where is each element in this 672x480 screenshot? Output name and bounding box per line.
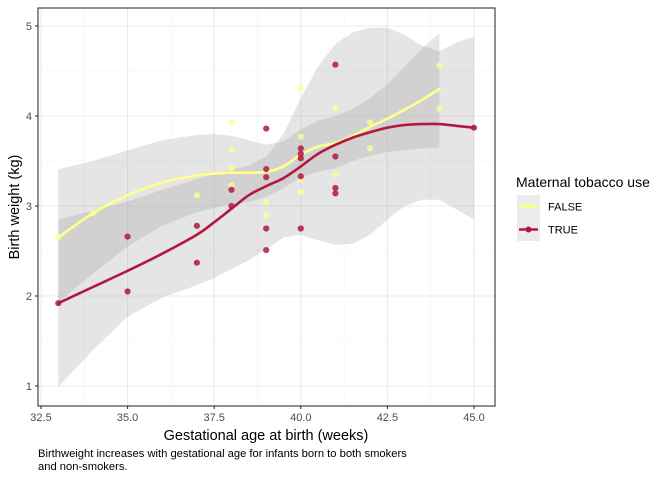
data-point-true — [297, 145, 304, 152]
figure-caption: Birthweight increases with gestational a… — [38, 448, 407, 473]
data-point-false — [297, 133, 304, 140]
x-tick-label: 37.5 — [203, 412, 224, 424]
x-tick-label: 40.0 — [290, 412, 311, 424]
data-point-false — [367, 145, 374, 152]
legend-title: Maternal tobacco use — [516, 174, 650, 190]
confidence-band-false — [58, 33, 440, 303]
data-point-true — [297, 173, 304, 180]
legend: Maternal tobacco use FALSE TRUE — [516, 174, 650, 241]
x-tick-label: 32.5 — [30, 412, 51, 424]
data-point-true — [228, 186, 235, 193]
data-point-true — [332, 190, 339, 197]
data-point-false — [228, 182, 235, 189]
data-point-false — [297, 189, 304, 196]
data-point-true — [55, 300, 62, 307]
data-point-true — [263, 166, 270, 173]
data-point-true — [124, 233, 131, 240]
legend-label-true: TRUE — [548, 225, 578, 237]
y-tick-label: 3 — [26, 201, 32, 213]
data-points — [55, 61, 478, 307]
data-point-false — [193, 192, 200, 199]
data-point-false — [436, 105, 443, 112]
x-tick-label: 42.5 — [377, 412, 398, 424]
confidence-band-true — [58, 27, 475, 387]
data-point-false — [332, 171, 339, 178]
data-point-false — [263, 199, 270, 206]
data-point-true — [193, 259, 200, 266]
legend-key-point-false — [525, 203, 532, 210]
y-axis-title: Birth weight (kg) — [7, 155, 23, 260]
y-tick-label: 1 — [26, 381, 32, 393]
x-axis-title: Gestational age at birth (weeks) — [164, 428, 369, 444]
data-point-false — [263, 211, 270, 219]
data-point-false — [297, 85, 304, 92]
data-point-false — [89, 210, 97, 217]
data-point-true — [297, 155, 304, 162]
data-point-false — [228, 146, 235, 153]
data-point-true — [263, 225, 270, 232]
data-point-true — [332, 184, 339, 192]
data-point-true — [470, 124, 478, 131]
x-axis: 32.5 35.0 37.5 40.0 42.5 45.0 — [30, 406, 485, 424]
smooth-lines — [57, 87, 476, 305]
plot-panel — [38, 8, 495, 406]
data-point-false — [367, 119, 374, 126]
data-point-true — [263, 247, 270, 254]
confidence-bands — [58, 27, 475, 387]
data-point-false — [228, 119, 235, 126]
legend-key-point-true — [525, 226, 532, 233]
data-point-true — [297, 225, 304, 232]
smooth-line-true — [57, 122, 476, 305]
legend-label-false: FALSE — [548, 202, 582, 214]
data-point-true — [332, 61, 339, 68]
data-point-true — [263, 125, 270, 132]
smooth-line-false — [57, 87, 441, 239]
data-point-true — [193, 222, 200, 229]
data-point-true — [332, 153, 339, 160]
panel-border — [37, 7, 496, 407]
data-point-false — [436, 62, 443, 69]
x-tick-label: 45.0 — [463, 412, 484, 424]
y-axis: 1 2 3 4 5 — [26, 21, 38, 393]
data-point-true — [228, 202, 235, 210]
data-point-true — [297, 150, 304, 157]
data-point-true — [124, 288, 131, 295]
panel-frame — [37, 7, 496, 407]
panel-background — [38, 8, 495, 406]
y-tick-label: 2 — [26, 291, 32, 303]
y-tick-label: 4 — [26, 111, 32, 123]
data-point-false — [55, 234, 62, 241]
data-point-false — [228, 165, 235, 172]
x-tick-label: 35.0 — [117, 412, 138, 424]
data-point-true — [263, 174, 270, 181]
data-point-false — [332, 104, 339, 111]
y-tick-label: 5 — [26, 21, 32, 33]
